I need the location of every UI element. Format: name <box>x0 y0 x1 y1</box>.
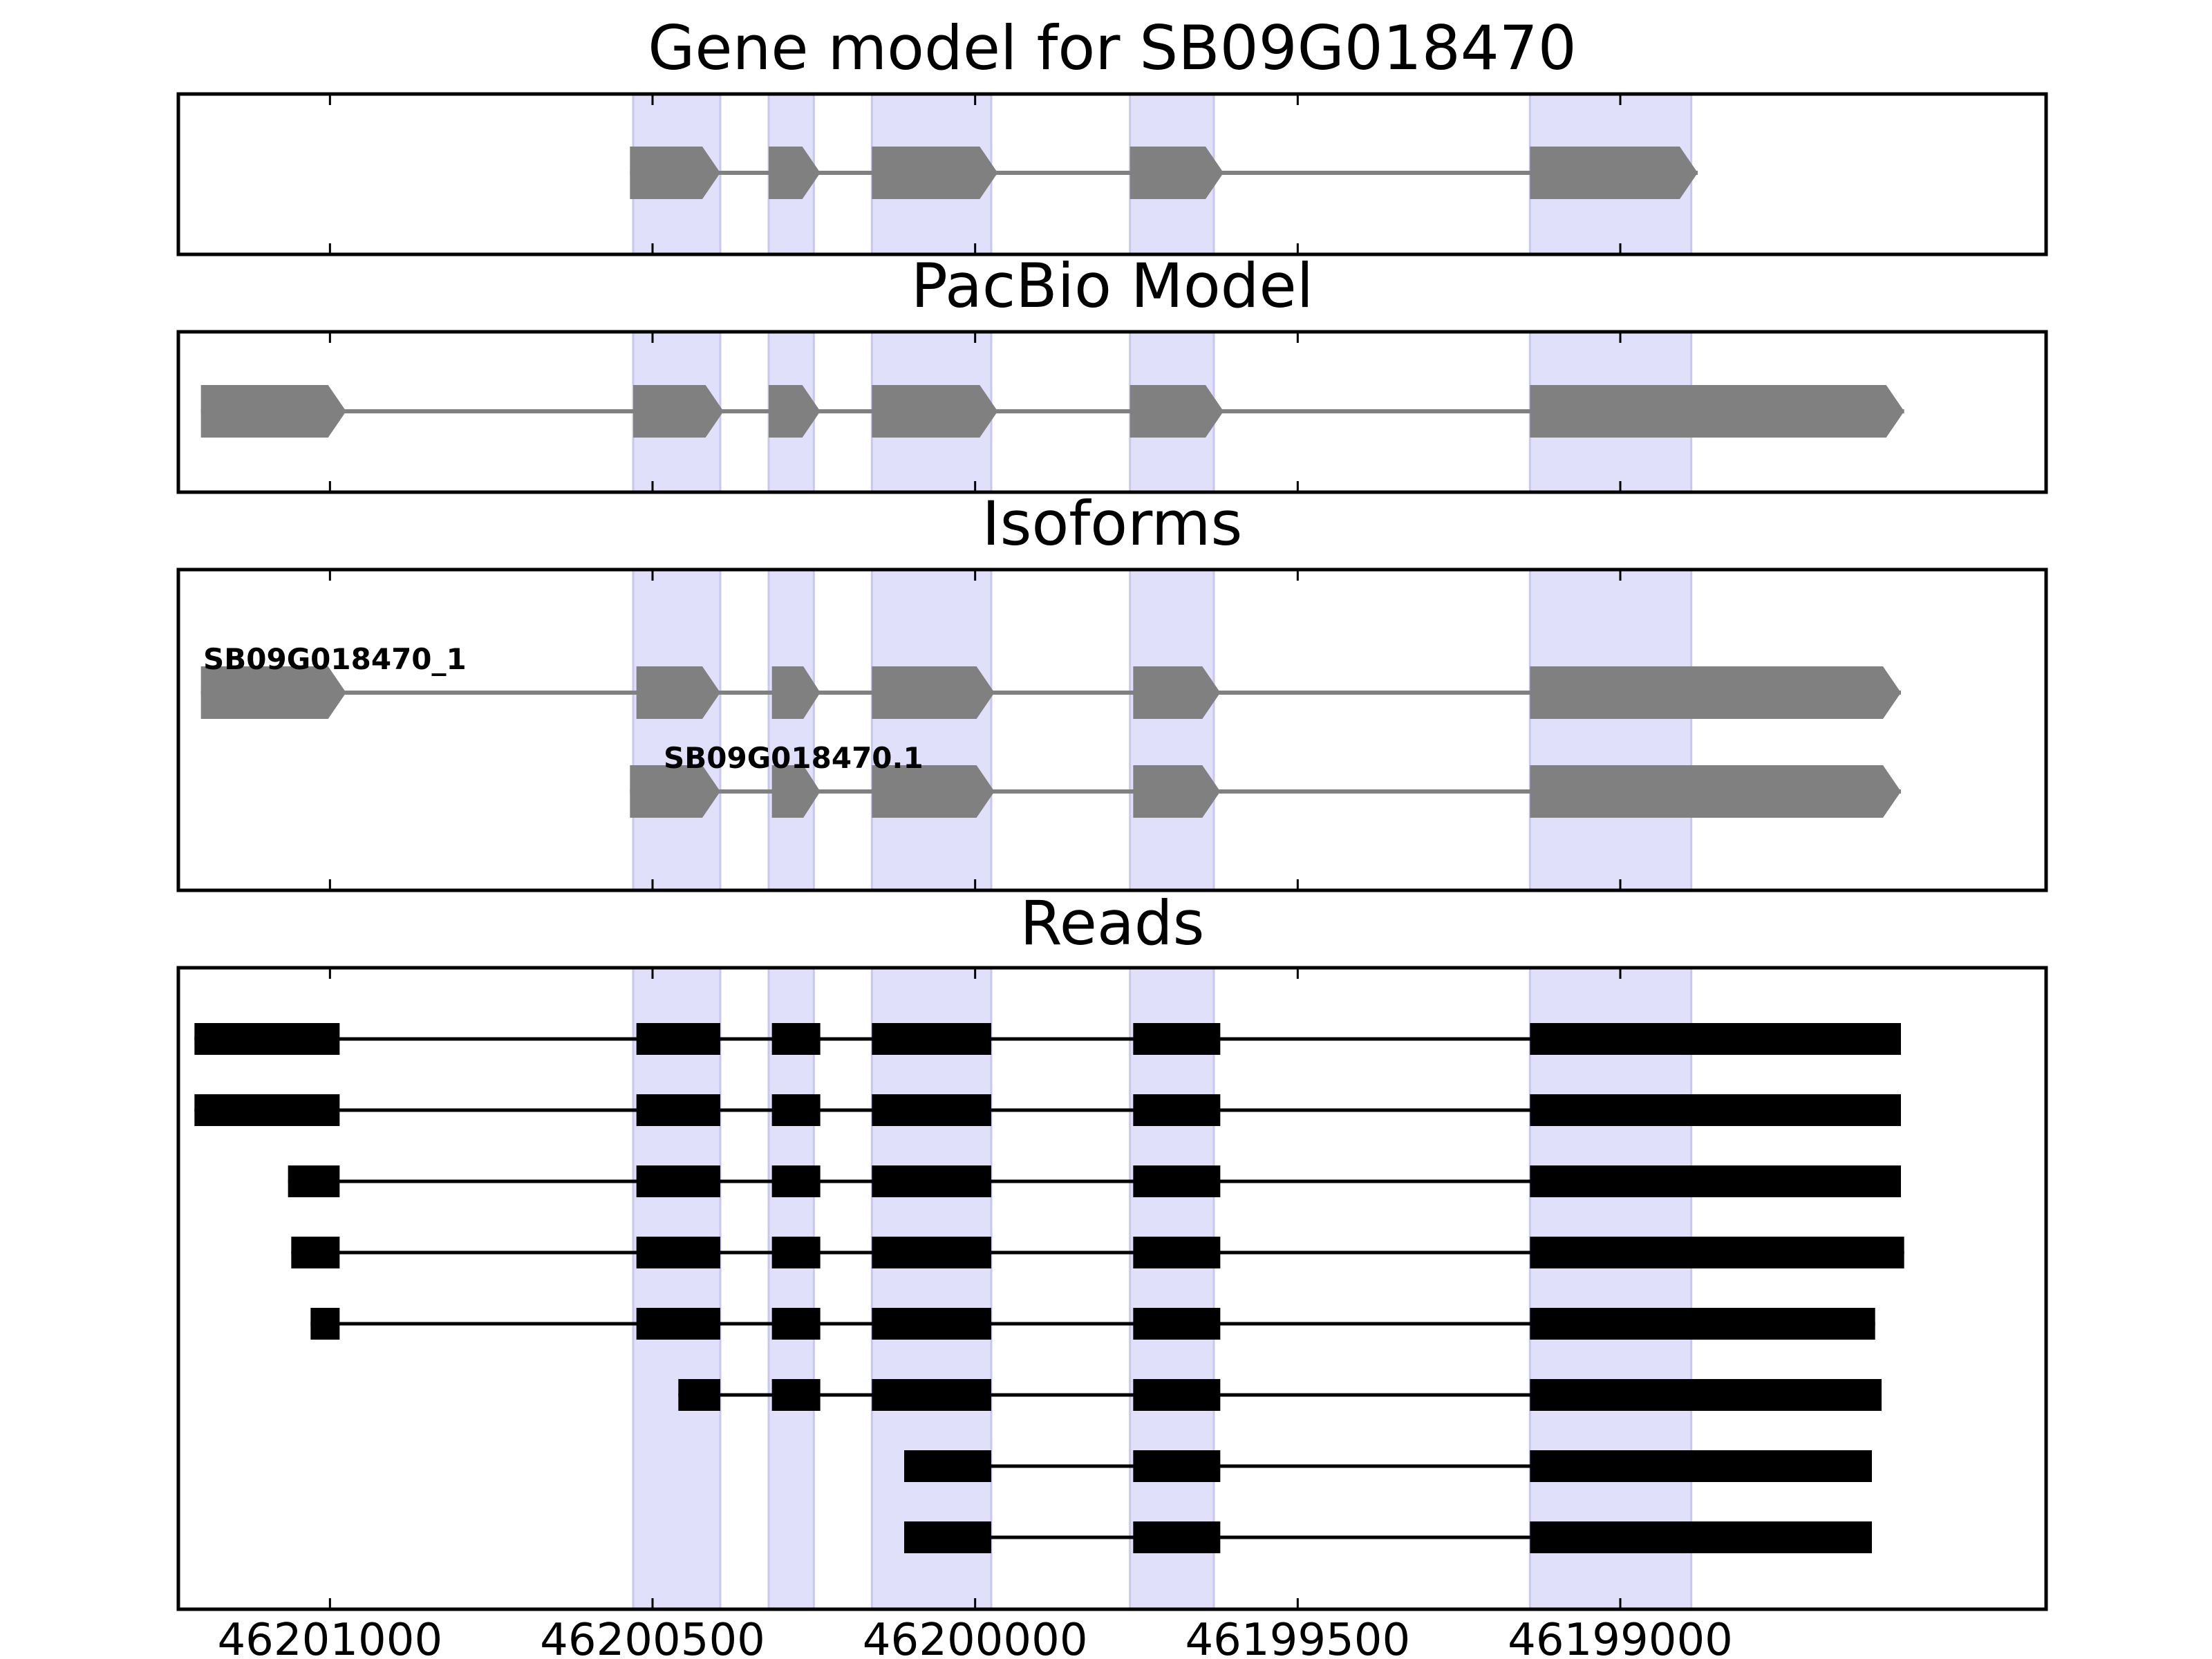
panel-3-highlight-region-1 <box>632 568 722 892</box>
panel-1-track-1-exon-1 <box>630 147 720 199</box>
panel-3-track-1-exon-5 <box>1133 666 1221 719</box>
panel-4-track-6-read-block-4 <box>1133 1379 1221 1411</box>
panel-4-track-3-read-block-1 <box>288 1165 340 1197</box>
panel-3-track-1-exon-6 <box>1530 666 1901 719</box>
panel-4-track-7-read-block-2 <box>1133 1450 1221 1482</box>
panel-3-track-2-label: SB09G018470.1 <box>664 741 924 775</box>
panel-4-track-1-read-block-6 <box>1530 1023 1901 1055</box>
panel-3-highlight-region-5 <box>1528 568 1693 892</box>
panel-4-track-4-read-block-1 <box>291 1237 340 1268</box>
panel-4-track-6-read-block-2 <box>771 1379 821 1411</box>
x-tick-label-3: 46200000 <box>863 1615 1088 1659</box>
panel-4-track-8-read-block-2 <box>1133 1521 1221 1553</box>
panel-3-frame <box>176 568 2048 892</box>
panel-4-track-5-read-block-2 <box>636 1308 720 1340</box>
panel-1-title: Gene model for SB09G018470 <box>648 12 1577 84</box>
panel-4-track-4-read-block-3 <box>771 1237 821 1268</box>
panel-2-track-1-exon-3 <box>769 385 821 438</box>
panel-4-highlight-region-5 <box>1528 966 1693 1611</box>
panel-4-track-8-read-block-3 <box>1530 1521 1872 1553</box>
panel-1-track-1-exon-3 <box>872 147 998 199</box>
panel-4-track-3-read-block-4 <box>872 1165 991 1197</box>
panel-4-track-4-read-block-4 <box>872 1237 991 1268</box>
panel-4-track-1-read-block-3 <box>771 1023 821 1055</box>
panel-3-track-2-exon-2 <box>771 765 821 818</box>
panel-4-track-6-read-block-3 <box>872 1379 991 1411</box>
panel-2-track-1-exon-6 <box>1530 385 1904 438</box>
panel-4-track-5-read-block-3 <box>771 1308 821 1340</box>
panel-4-track-2-read-block-5 <box>1133 1094 1221 1126</box>
panel-3-track-2-exon-4 <box>1133 765 1221 818</box>
panel-3-track-2-exon-5 <box>1530 765 1901 818</box>
panel-2-track-1-exon-5 <box>1130 385 1224 438</box>
panel-3-highlight-region-3 <box>870 568 993 892</box>
panel-3-title: Isoforms <box>982 488 1243 559</box>
panel-3-track-1-exon-2 <box>636 666 720 719</box>
panel-4-track-1-read-block-5 <box>1133 1023 1221 1055</box>
panel-3-track-1-exon-4 <box>872 666 995 719</box>
panel-4-track-3-read-block-2 <box>636 1165 720 1197</box>
panel-3-track-2-exon-3 <box>872 765 995 818</box>
panel-4-track-5-read-block-5 <box>1133 1308 1221 1340</box>
panel-4-track-1-read-block-2 <box>636 1023 720 1055</box>
panel-4-track-1-read-block-1 <box>194 1023 340 1055</box>
panel-3-highlight-region-2 <box>767 568 815 892</box>
panel-4-highlight-region-1 <box>632 966 722 1611</box>
panel-4-track-5-read-block-6 <box>1530 1308 1875 1340</box>
panel-4-track-8-read-block-1 <box>904 1521 991 1553</box>
panel-4-track-2-read-block-2 <box>636 1094 720 1126</box>
panel-3-track-1-exon-1 <box>200 666 346 719</box>
panel-4-track-5-read-block-1 <box>310 1308 340 1340</box>
panel-3-highlight-region-4 <box>1129 568 1215 892</box>
panel-4-track-6-read-block-5 <box>1530 1379 1882 1411</box>
panel-4-frame <box>176 966 2048 1611</box>
panel-2-track-1-exon-2 <box>633 385 724 438</box>
panel-3-track-1-exon-3 <box>771 666 821 719</box>
panel-2-track-1-exon-1 <box>200 385 346 438</box>
panel-4-track-7-read-block-1 <box>904 1450 991 1482</box>
panel-4-track-7-read-block-3 <box>1530 1450 1872 1482</box>
panel-4-track-4-read-block-6 <box>1530 1237 1904 1268</box>
panel-2-title: PacBio Model <box>911 250 1313 321</box>
panel-3-track-1-label: SB09G018470_1 <box>203 642 467 676</box>
x-tick-label-4: 46199500 <box>1185 1615 1410 1659</box>
panel-4-track-4-read-block-2 <box>636 1237 720 1268</box>
panel-4-track-4-read-block-5 <box>1133 1237 1221 1268</box>
panel-4-highlight-region-4 <box>1129 966 1215 1611</box>
panel-4-highlight-region-2 <box>767 966 815 1611</box>
panel-4-title: Reads <box>1020 888 1205 959</box>
panel-4-track-2-read-block-4 <box>872 1094 991 1126</box>
panel-1-track-1-exon-2 <box>769 147 821 199</box>
panel-4-track-3-read-block-6 <box>1530 1165 1901 1197</box>
panel-4-track-2-read-block-1 <box>194 1094 340 1126</box>
panel-1-track-1-exon-4 <box>1130 147 1224 199</box>
panel-4-track-5-read-block-4 <box>872 1308 991 1340</box>
x-tick-label-1: 46201000 <box>217 1615 442 1659</box>
x-tick-label-2: 46200500 <box>540 1615 765 1659</box>
panel-1-frame <box>176 92 2048 256</box>
panel-4-highlight-region-3 <box>870 966 993 1611</box>
panel-4-track-2-read-block-6 <box>1530 1094 1901 1126</box>
panel-4-track-1-read-block-4 <box>872 1023 991 1055</box>
panel-4-track-2-read-block-3 <box>771 1094 821 1126</box>
x-tick-label-5: 46199000 <box>1508 1615 1733 1659</box>
panel-4-track-6-read-block-1 <box>678 1379 720 1411</box>
panel-2-frame <box>176 330 2048 494</box>
panel-4-track-3-read-block-5 <box>1133 1165 1221 1197</box>
panel-1-track-1-exon-5 <box>1530 147 1698 199</box>
panel-3-track-2-exon-1 <box>630 765 720 818</box>
panel-4-track-3-read-block-3 <box>771 1165 821 1197</box>
panel-2-track-1-exon-4 <box>872 385 998 438</box>
